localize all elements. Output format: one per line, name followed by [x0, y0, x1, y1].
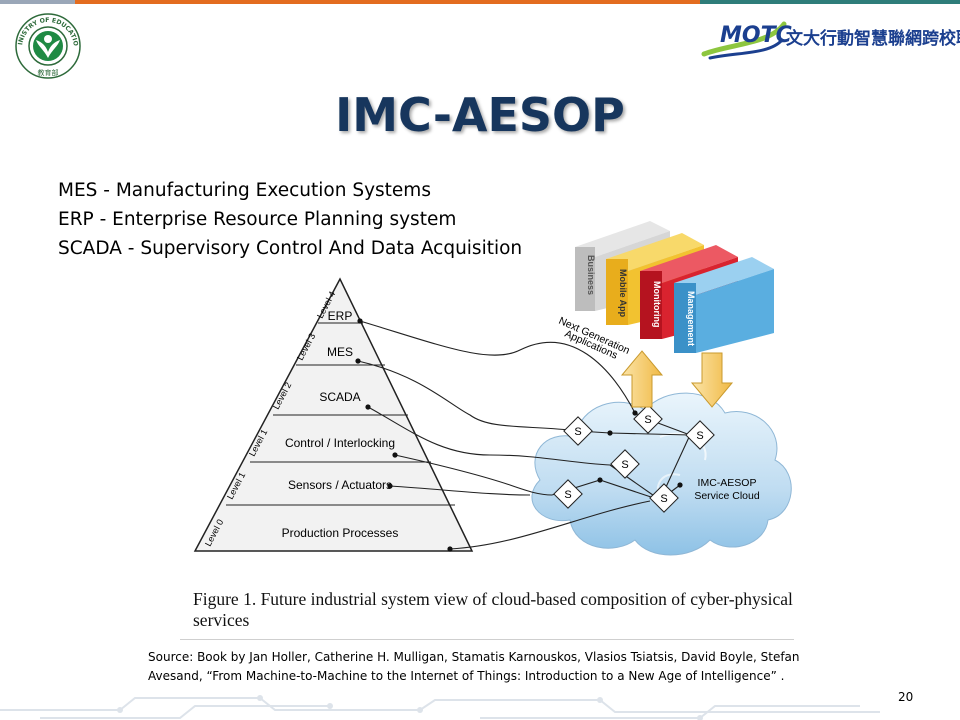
definition-mes: MES - Manufacturing Execution Systems [58, 180, 431, 201]
svg-text:S: S [660, 493, 667, 505]
svg-text:Mobile App: Mobile App [618, 269, 628, 318]
definition-scada: SCADA - Supervisory Control And Data Acq… [58, 238, 523, 259]
pyramid-label-control: Control / Interlocking [285, 436, 395, 450]
automation-pyramid: ERP MES SCADA Control / Interlocking Sen… [193, 277, 474, 552]
connection-dots [355, 318, 683, 552]
service-node: S [649, 483, 679, 513]
pyramid-label-mes: MES [327, 345, 353, 359]
figure-caption: Figure 1. Future industrial system view … [193, 589, 793, 630]
app-block-management: Management [674, 257, 774, 353]
page-number: 20 [898, 690, 914, 704]
down-arrow [690, 352, 734, 408]
cloud-label-line2: Service Cloud [694, 490, 760, 502]
service-node: S [553, 479, 583, 509]
definition-erp: ERP - Enterprise Resource Planning syste… [58, 209, 457, 230]
pyramid-label-erp: ERP [328, 309, 353, 323]
alliance-logo-mark: MOTC [720, 23, 792, 48]
moe-logo-bottom-text: 教育部 [38, 68, 59, 77]
svg-text:S: S [644, 414, 651, 426]
service-node: S [685, 420, 715, 450]
svg-text:S: S [574, 426, 581, 438]
footer-circuit-decoration [0, 695, 880, 720]
definitions-list: MES - Manufacturing Execution Systems ER… [58, 176, 522, 263]
service-node: S [563, 416, 593, 446]
cloud-label-line1: IMC-AESOP [698, 477, 757, 489]
svg-text:S: S [564, 489, 571, 501]
svg-text:S: S [696, 430, 703, 442]
source-line-1: Source: Book by Jan Holler, Catherine H.… [148, 650, 800, 664]
slide-title: IMC-AESOP [335, 88, 625, 142]
caption-divider [180, 639, 794, 640]
svg-text:S: S [621, 459, 628, 471]
source-line-2: Avesand, “From Machine-to-Machine to the… [148, 669, 785, 683]
service-node: S [633, 404, 663, 434]
application-blocks: Business Mobile App Monitoring Managemen… [575, 221, 774, 353]
pyramid-label-scada: SCADA [319, 390, 360, 404]
pyramid-label-sensors: Sensors / Actuators [288, 478, 392, 492]
service-node: S [610, 449, 640, 479]
ministry-of-education-logo: MINISTRY OF EDUCATION 教育部 [14, 12, 81, 79]
pyramid-label-production: Production Processes [282, 526, 399, 540]
alliance-logo: MOTC [701, 21, 792, 60]
source-citation: Source: Book by Jan Holler, Catherine H.… [148, 648, 848, 686]
service-cloud [531, 392, 792, 556]
svg-text:Business: Business [586, 255, 596, 295]
svg-text:Monitoring: Monitoring [652, 281, 662, 328]
alliance-name: 文大行動智慧聯網跨校聯盟 [786, 29, 960, 49]
imc-aesop-figure: ERP MES SCADA Control / Interlocking Sen… [193, 221, 792, 556]
svg-text:Management: Management [686, 291, 696, 346]
service-nodes: S S S S S S [553, 404, 715, 513]
up-arrow [620, 350, 664, 408]
top-accent-bar [0, 0, 960, 4]
